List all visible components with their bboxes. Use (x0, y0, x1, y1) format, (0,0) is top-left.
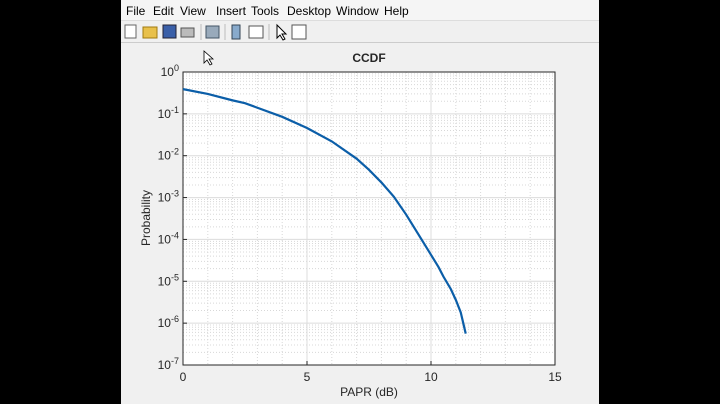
open-icon[interactable] (142, 26, 158, 39)
menu-item[interactable]: Edit (153, 4, 174, 18)
toolbar (121, 20, 599, 43)
pointer-icon[interactable] (276, 23, 288, 41)
data-line (182, 88, 467, 334)
colorbar-icon[interactable] (231, 24, 241, 40)
y-tick-label: 10-3 (158, 189, 179, 205)
menu-bar: File Edit View Insert Tools Desktop Window Help (121, 0, 599, 20)
y-tick-label: 10-1 (158, 105, 179, 121)
y-tick-label: 10-7 (158, 356, 179, 372)
mouse-cursor (203, 50, 215, 66)
toolbar-icons (124, 23, 307, 41)
x-axis-label: PAPR (dB) (340, 385, 398, 399)
menu-item[interactable]: Window (336, 4, 379, 18)
x-tick-label: 10 (424, 370, 438, 384)
property-icon[interactable] (291, 24, 307, 40)
menu-item[interactable]: View (180, 4, 206, 18)
y-tick-label: 10-5 (158, 272, 179, 288)
menu-item[interactable]: Tools (251, 4, 280, 18)
y-tick-label: 10-4 (158, 230, 179, 246)
y-axis-label: Probability (139, 190, 153, 246)
y-tick-label: 10-6 (158, 314, 179, 330)
x-tick-label: 5 (304, 370, 311, 384)
x-tick-label: 15 (548, 370, 562, 384)
axes-box (182, 71, 556, 366)
x-tick-label: 0 (180, 370, 187, 384)
y-tick-label: 10-2 (158, 147, 179, 163)
legend-icon[interactable] (248, 25, 264, 39)
menu-item[interactable]: Insert (216, 4, 247, 18)
save-icon[interactable] (162, 24, 177, 39)
y-tick-label: 100 (161, 63, 179, 79)
chart-title: CCDF (352, 51, 385, 65)
link-icon[interactable] (205, 25, 220, 39)
menu-item[interactable]: Help (384, 4, 409, 18)
print-icon[interactable] (180, 27, 195, 38)
menu-item[interactable]: File (126, 4, 146, 18)
menu-item[interactable]: Desktop (287, 4, 332, 18)
new-icon[interactable] (124, 24, 137, 39)
